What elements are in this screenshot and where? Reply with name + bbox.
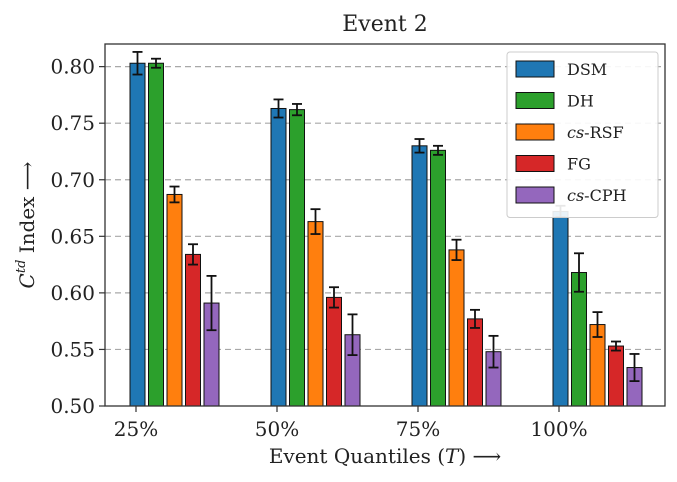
bar [289,109,305,407]
x-tick-label: 75% [396,417,440,441]
legend-swatch [515,155,555,172]
bar [552,210,569,407]
bar [148,62,164,407]
legend-label: FG [567,155,591,174]
bar [307,221,324,407]
bar [467,318,483,407]
y-axis-title: Ctd Index ⟶ [14,162,39,289]
bar [448,249,465,407]
legend-label: DH [567,92,594,111]
legend-label: DSM [567,60,607,79]
bar [411,145,428,407]
bar [270,107,287,407]
legend-swatch [515,60,555,78]
plot-frame [104,43,666,407]
y-tick-label: 0.60 [50,281,95,305]
x-tick-label: 25% [114,417,158,441]
legend: DSM DH cs-RSF FG cs-CPH [506,51,659,218]
bar [608,345,624,407]
bar [430,149,446,407]
y-tick-label: 0.80 [50,55,95,79]
x-tick-label: 50% [255,417,299,441]
legend-label: cs-CPH [567,186,627,205]
bar [166,193,183,407]
legend-swatch [515,186,555,204]
y-tick-label: 0.70 [50,168,95,192]
x-tick-label: 100% [530,417,587,441]
y-tick-label: 0.65 [50,224,95,248]
bar [326,296,342,407]
bar [129,62,146,407]
legend-swatch [515,123,555,141]
error-bars [132,51,640,383]
legend-label: cs-RSF [567,123,624,142]
x-axis: 25% 50% 75% 100% [114,406,588,441]
bar [185,253,201,407]
y-axis: 0.50 0.55 0.60 0.65 0.70 0.75 0.80 [50,55,105,418]
y-tick-label: 0.55 [50,337,95,361]
legend-swatch [515,92,555,109]
chart-title: Event 2 [342,12,428,37]
y-tick-label: 0.50 [50,394,95,418]
y-tick-label: 0.75 [50,111,95,135]
x-axis-title: Event Quantiles (T) ⟶ [269,444,501,468]
